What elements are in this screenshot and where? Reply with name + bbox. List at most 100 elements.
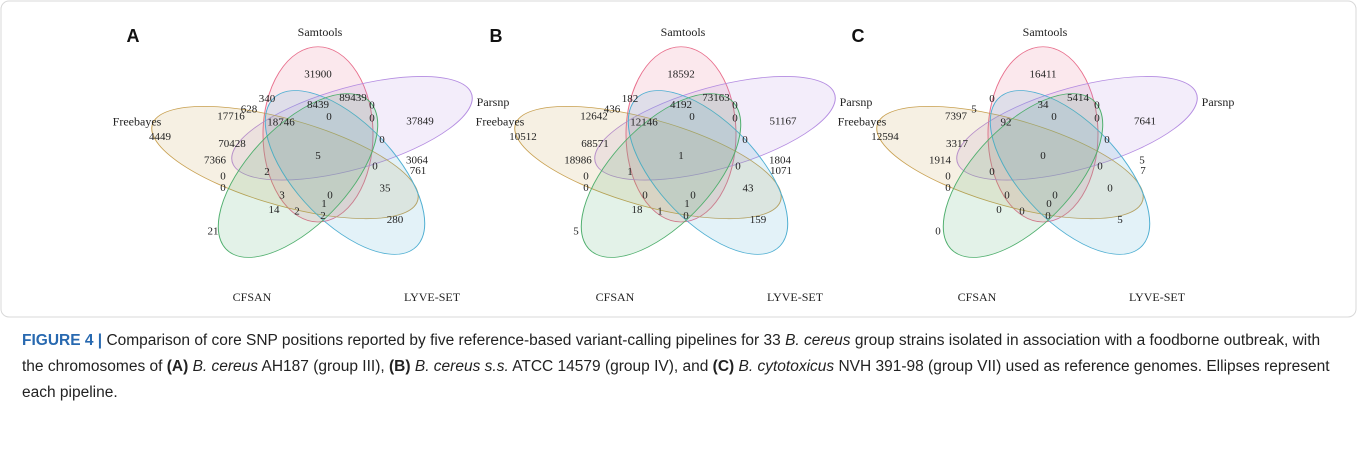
region-count: 1071 <box>770 165 792 177</box>
set-label: Freebayes <box>476 115 525 129</box>
region-count: 51167 <box>769 116 797 128</box>
region-count: 5 <box>573 225 579 237</box>
region-count: 73163 <box>702 92 730 104</box>
caption-text: Comparison of core SNP positions reporte… <box>102 332 786 349</box>
region-count: 37849 <box>406 116 434 128</box>
region-count: 0 <box>220 182 226 194</box>
set-label: Parsnp <box>840 95 873 109</box>
region-count: 16411 <box>1029 68 1056 80</box>
region-count: 7366 <box>204 155 227 167</box>
region-count: 43 <box>743 183 755 195</box>
caption-text: B. cereus <box>785 332 851 349</box>
set-label: Samtools <box>661 25 706 39</box>
ellipses <box>151 46 473 258</box>
venn-panel: C Samtools Parsnp Freebayes LYVE-SET CFSAN 164… <box>838 25 1235 304</box>
region-count: 18986 <box>564 155 592 167</box>
region-count: 8439 <box>307 99 330 111</box>
region-count: 2 <box>294 206 300 218</box>
region-count: 0 <box>683 210 689 222</box>
ellipses <box>876 46 1198 258</box>
set-ellipse <box>594 76 836 181</box>
region-count: 1 <box>657 206 663 218</box>
caption-text: ATCC 14579 (group IV), and <box>508 358 713 375</box>
caption-label: FIGURE 4 | <box>22 332 103 349</box>
caption-text: NVH 391-98 (group VII) used as reference… <box>22 358 1330 401</box>
region-count: 0 <box>372 161 378 173</box>
set-label: LYVE-SET <box>1129 290 1186 304</box>
region-count: 2 <box>320 210 326 222</box>
set-ellipse <box>514 106 782 220</box>
panel-letter: A <box>127 26 140 46</box>
set-ellipse <box>627 90 789 255</box>
region-count: 0 <box>945 182 951 194</box>
region-count: 4449 <box>149 131 172 143</box>
set-label: LYVE-SET <box>767 290 824 304</box>
region-count: 5 <box>971 103 977 115</box>
region-count: 159 <box>750 214 767 226</box>
region-count: 1 <box>321 198 327 210</box>
region-count: 0 <box>1094 113 1100 125</box>
region-count: 182 <box>622 93 639 105</box>
region-count: 1804 <box>769 155 792 167</box>
region-count: 21 <box>208 225 219 237</box>
region-count: 1914 <box>929 155 952 167</box>
region-count: 0 <box>1104 134 1110 146</box>
set-ellipse <box>217 93 379 258</box>
region-count: 7 <box>1140 165 1146 177</box>
region-count: 0 <box>583 171 589 183</box>
region-count: 0 <box>996 204 1002 216</box>
set-ellipse <box>264 90 426 255</box>
region-count: 12642 <box>580 110 608 122</box>
region-count: 340 <box>259 93 276 105</box>
region-count: 4192 <box>670 99 692 111</box>
region-count: 17716 <box>217 110 245 122</box>
set-label: Samtools <box>298 25 343 39</box>
region-count: 0 <box>220 171 226 183</box>
region-count: 31900 <box>304 68 332 80</box>
region-count: 70428 <box>218 138 246 150</box>
set-ellipse <box>956 76 1198 181</box>
region-count: 0 <box>935 225 941 237</box>
caption-text: B. cereus s.s. <box>410 358 509 375</box>
region-count: 0 <box>989 93 995 105</box>
caption-text: B. cytotoxicus <box>734 358 835 375</box>
region-count: 34 <box>1038 99 1050 111</box>
region-count: 280 <box>387 214 404 226</box>
region-count: 1 <box>627 166 633 178</box>
region-count: 5 <box>1139 155 1145 167</box>
venn-panel: A Samtools Parsnp Freebayes LYVE-SET CFSAN 319… <box>113 25 510 304</box>
region-count: 0 <box>690 190 696 202</box>
set-label: CFSAN <box>233 290 272 304</box>
venn-panel: B SamtoolsParsnpFreebayesLYVE-SETCFSAN185… <box>476 25 873 304</box>
region-count: 0 <box>369 113 375 125</box>
caption-text: B. cereus <box>188 358 259 375</box>
region-count: 0 <box>742 134 748 146</box>
ellipses <box>514 46 836 258</box>
region-count: 0 <box>1107 183 1113 195</box>
region-count: 0 <box>1097 161 1103 173</box>
region-count: 92 <box>1001 116 1012 128</box>
region-count: 5 <box>1117 214 1123 226</box>
region-count: 0 <box>732 100 738 112</box>
region-count: 7641 <box>1134 116 1156 128</box>
region-count: 0 <box>369 100 375 112</box>
set-label: Parsnp <box>1202 95 1235 109</box>
set-ellipse <box>989 90 1151 255</box>
region-count: 0 <box>989 166 995 178</box>
region-count: 14 <box>269 204 281 216</box>
region-count: 5414 <box>1067 92 1090 104</box>
region-count: 0 <box>326 111 332 123</box>
region-count: 12594 <box>871 131 899 143</box>
region-count: 1 <box>684 198 690 210</box>
region-count: 2 <box>264 166 270 178</box>
region-count: 0 <box>642 190 648 202</box>
set-label: CFSAN <box>596 290 635 304</box>
set-label: Freebayes <box>113 115 162 129</box>
region-count: 0 <box>1019 206 1025 218</box>
region-count: 35 <box>380 183 392 195</box>
region-count: 7397 <box>945 110 968 122</box>
set-ellipse <box>876 106 1144 220</box>
region-count: 1 <box>678 150 684 162</box>
region-count: 0 <box>1040 150 1046 162</box>
